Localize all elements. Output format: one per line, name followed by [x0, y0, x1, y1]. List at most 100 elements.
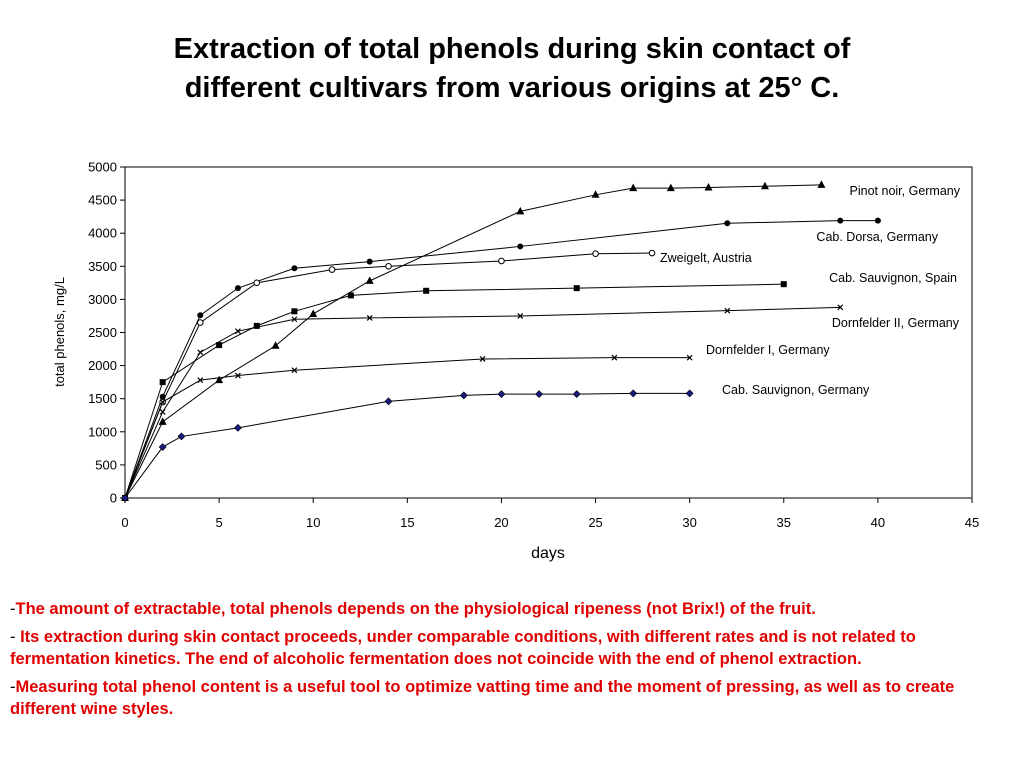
triangle-point	[516, 206, 525, 215]
y-tick-label: 3500	[88, 259, 117, 274]
triangle-point	[629, 183, 638, 192]
y-tick-label: 2000	[88, 358, 117, 373]
square-point	[253, 322, 260, 329]
series-labels: Pinot noir, Germany Cab. Dorsa, Germany Zw…	[660, 184, 961, 397]
x-point	[235, 372, 241, 379]
y-tick-label: 1500	[88, 391, 117, 406]
filled-circle-point	[291, 265, 298, 272]
triangle-point	[158, 417, 167, 425]
x-point	[159, 409, 166, 415]
x-tick-label: 40	[871, 515, 885, 530]
x-tick-label: 20	[494, 515, 508, 530]
series-2	[122, 217, 881, 501]
series-label: Zweigelt, Austria	[660, 251, 752, 265]
open-circle-point	[498, 257, 505, 265]
note-item: -The amount of extractable, total phenol…	[10, 598, 1014, 621]
series-label: Cab. Sauvignon, Spain	[829, 271, 957, 285]
series-1	[121, 180, 826, 501]
x-point	[611, 354, 618, 361]
square-point	[216, 342, 223, 349]
x-point	[837, 304, 844, 311]
triangle-point	[760, 181, 769, 190]
series-6	[122, 354, 693, 501]
note-bullet: -	[10, 600, 16, 618]
triangle-point	[666, 183, 675, 192]
y-tick-label: 4500	[88, 193, 117, 208]
notes-list: -The amount of extractable, total phenol…	[10, 598, 1014, 726]
diamond-point	[535, 390, 544, 398]
note-bullet: -	[10, 677, 16, 696]
series-line	[124, 283, 784, 499]
filled-circle-point	[366, 258, 373, 265]
x-point	[479, 356, 486, 362]
open-circle-point	[328, 266, 336, 273]
series-layer	[121, 180, 881, 502]
note-text: The amount of extractable, total phenols…	[15, 600, 816, 618]
triangle-point	[704, 183, 713, 191]
filled-circle-point	[874, 217, 881, 224]
square-point	[291, 308, 298, 315]
diamond-point	[234, 423, 242, 432]
x-tick-label: 0	[121, 515, 128, 530]
series-label: Dornfelder I, Germany	[706, 343, 830, 357]
open-circle-point	[592, 250, 599, 258]
y-tick-label: 1000	[88, 424, 117, 439]
chart-axes: 0 500 1000 1500 2000 2500 3000 3500 4000 4500 5000…	[88, 160, 979, 531]
note-item: - Its extraction during skin contact pro…	[10, 626, 1014, 671]
square-point	[573, 285, 580, 292]
diamond-point	[572, 390, 581, 398]
note-bullet: -	[10, 627, 21, 646]
series-line	[124, 252, 653, 499]
note-text: Its extraction during skin contact proce…	[10, 627, 916, 669]
triangle-point	[309, 309, 318, 317]
x-point	[197, 349, 204, 356]
x-point	[291, 316, 298, 323]
title-line-1: Extraction of total phenols during skin …	[173, 33, 851, 65]
series-label: Dornfelder II, Germany	[832, 316, 960, 330]
x-point	[724, 307, 731, 314]
diamond-point	[459, 391, 468, 400]
x-point	[235, 328, 241, 335]
x-point	[366, 315, 373, 321]
y-tick-label: 4000	[88, 226, 117, 241]
x-tick-label: 25	[588, 515, 602, 530]
square-point	[423, 287, 430, 294]
x-point	[159, 399, 166, 405]
x-point	[291, 367, 298, 374]
phenol-extraction-chart: 0 500 1000 1500 2000 2500 3000 3500 4000 4500 5000…	[52, 160, 979, 563]
x-tick-label: 45	[965, 515, 979, 530]
series-5	[122, 304, 844, 501]
filled-circle-point	[837, 217, 844, 224]
series-line	[124, 220, 878, 499]
x-axis-label: days	[531, 545, 565, 562]
x-tick-label: 35	[777, 515, 791, 530]
triangle-point	[591, 190, 600, 198]
y-tick-label: 2500	[88, 325, 117, 340]
x-tick-label: 5	[215, 515, 222, 530]
series-line	[124, 357, 690, 499]
series-label: Cab. Sauvignon, Germany	[722, 383, 870, 397]
diamond-point	[158, 443, 167, 451]
triangle-point	[215, 375, 224, 384]
x-point	[197, 377, 204, 384]
y-tick-label: 3000	[88, 292, 117, 307]
plot-area-frame	[124, 166, 973, 499]
filled-circle-point	[517, 243, 524, 250]
y-axis-label: total phenols, mg/L	[52, 277, 67, 387]
open-circle-point	[196, 319, 204, 326]
open-circle-point	[648, 249, 656, 257]
triangle-point	[365, 276, 374, 284]
note-item: -Measuring total phenol content is a use…	[10, 676, 1014, 721]
x-tick-label: 15	[400, 515, 414, 530]
series-4	[122, 281, 787, 501]
x-point	[517, 313, 524, 319]
y-tick-label: 0	[110, 491, 117, 506]
square-point	[159, 379, 166, 386]
series-label: Pinot noir, Germany	[850, 184, 961, 198]
diamond-point	[685, 389, 694, 398]
x-tick-label: 10	[306, 515, 320, 530]
triangle-point	[817, 180, 826, 188]
series-line	[124, 184, 822, 499]
diamond-point	[384, 397, 393, 406]
diamond-point	[497, 390, 506, 398]
